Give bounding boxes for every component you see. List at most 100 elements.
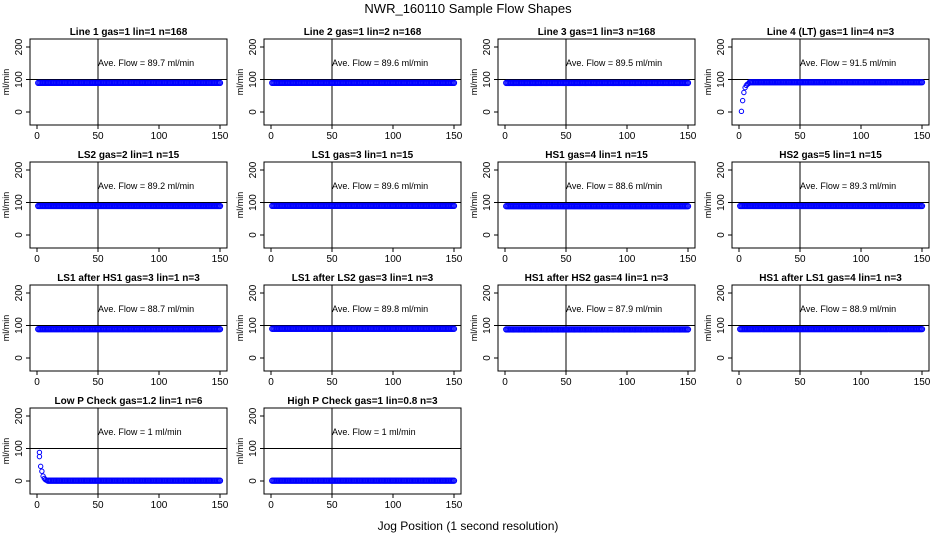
figure-title: NWR_160110 Sample Flow Shapes xyxy=(364,1,572,16)
y-axis-label: ml/min xyxy=(235,192,245,219)
y-tick-label: 200 xyxy=(482,284,493,301)
x-tick-label: 150 xyxy=(212,377,229,388)
data-point xyxy=(39,468,45,474)
panel-title: HS1 after LS1 gas=4 lin=1 n=3 xyxy=(759,273,902,284)
data-point xyxy=(918,202,926,210)
data-point xyxy=(918,325,926,333)
y-tick-label: 0 xyxy=(14,232,25,238)
panel-11: HS1 after HS2 gas=4 lin=1 n=3 0 50 100 150 0 1… xyxy=(469,273,697,388)
data-point xyxy=(216,202,224,210)
y-tick-label: 200 xyxy=(14,161,25,178)
panel-title: Line 1 gas=1 lin=1 n=168 xyxy=(70,27,188,38)
x-tick-label: 0 xyxy=(34,131,40,142)
x-tick-label: 0 xyxy=(736,254,742,265)
data-point xyxy=(739,97,746,104)
panel-title: HS1 after HS2 gas=4 lin=1 n=3 xyxy=(525,273,669,284)
y-tick-label: 200 xyxy=(248,161,259,178)
x-tick-label: 0 xyxy=(502,131,508,142)
panel-frame xyxy=(497,284,696,372)
average-flow-annotation: Ave. Flow = 1 ml/min xyxy=(98,427,182,437)
data-points xyxy=(269,202,458,210)
x-tick-label: 100 xyxy=(151,500,168,511)
y-axis-label: ml/min xyxy=(1,315,11,342)
panel-frame xyxy=(29,407,228,495)
x-tick-label: 150 xyxy=(914,131,931,142)
y-tick-label: 0 xyxy=(716,232,727,238)
y-axis-label: ml/min xyxy=(235,69,245,96)
panel-10: LS1 after LS2 gas=3 lin=1 n=3 0 50 100 150 0 1… xyxy=(235,273,463,388)
panel-title: Line 4 (LT) gas=1 lin=4 n=3 xyxy=(767,27,895,38)
panel-frame xyxy=(263,407,462,495)
panel-title: HS1 gas=4 lin=1 n=15 xyxy=(545,150,648,161)
data-points xyxy=(269,477,458,484)
y-tick-label: 100 xyxy=(716,194,727,211)
panel-frame xyxy=(263,38,462,126)
data-point xyxy=(216,477,224,484)
x-tick-label: 0 xyxy=(268,131,274,142)
y-tick-label: 0 xyxy=(716,355,727,361)
x-tick-label: 100 xyxy=(151,377,168,388)
y-axis-label: ml/min xyxy=(703,192,713,219)
y-tick-label: 100 xyxy=(14,440,25,457)
panel-13: Low P Check gas=1.2 lin=1 n=6 0 50 100 150 0 1… xyxy=(1,396,229,511)
panel-2: Line 2 gas=1 lin=2 n=168 0 50 100 150 0 100 200… xyxy=(235,27,463,142)
panel-8: HS2 gas=5 lin=1 n=15 0 50 100 150 0 100 200 ml/m… xyxy=(703,150,931,265)
data-point xyxy=(216,326,224,333)
panel-9: LS1 after HS1 gas=3 lin=1 n=3 0 50 100 150 0 1… xyxy=(1,273,229,388)
x-tick-label: 100 xyxy=(619,131,636,142)
panel-frame xyxy=(731,284,930,372)
average-flow-annotation: Ave. Flow = 88.6 ml/min xyxy=(566,181,662,191)
x-tick-label: 0 xyxy=(34,254,40,265)
y-tick-label: 100 xyxy=(482,71,493,88)
x-tick-label: 0 xyxy=(502,377,508,388)
y-tick-label: 0 xyxy=(248,232,259,238)
y-tick-label: 0 xyxy=(482,109,493,115)
x-tick-label: 150 xyxy=(914,254,931,265)
x-tick-label: 150 xyxy=(914,377,931,388)
average-flow-annotation: Ave. Flow = 89.5 ml/min xyxy=(566,58,662,68)
y-tick-label: 100 xyxy=(14,317,25,334)
x-tick-label: 100 xyxy=(385,254,402,265)
panel-frame xyxy=(731,38,930,126)
x-tick-label: 100 xyxy=(619,254,636,265)
average-flow-annotation: Ave. Flow = 1 ml/min xyxy=(332,427,416,437)
data-point xyxy=(738,108,745,115)
data-point xyxy=(741,89,747,96)
data-point xyxy=(450,79,458,87)
data-point xyxy=(918,79,926,86)
data-points xyxy=(503,203,692,210)
panel-frame xyxy=(263,284,462,372)
panel-4: Line 4 (LT) gas=1 lin=4 n=3 0 50 100 150 0 100… xyxy=(703,27,931,142)
x-tick-label: 0 xyxy=(736,131,742,142)
panel-frame xyxy=(263,161,462,249)
x-tick-label: 50 xyxy=(326,131,338,142)
y-tick-label: 200 xyxy=(716,161,727,178)
data-points xyxy=(36,449,224,484)
data-points xyxy=(269,325,458,332)
panel-frame xyxy=(497,161,696,249)
y-tick-label: 0 xyxy=(248,478,259,484)
panel-1: Line 1 gas=1 lin=1 n=168 0 50 100 150 0 100 200… xyxy=(1,27,229,142)
x-tick-label: 100 xyxy=(853,131,870,142)
panel-3: Line 3 gas=1 lin=3 n=168 0 50 100 150 0 100 200… xyxy=(469,27,697,142)
y-tick-label: 100 xyxy=(248,440,259,457)
panel-5: LS2 gas=2 lin=1 n=15 0 50 100 150 0 100 200 ml/m… xyxy=(1,150,229,265)
data-point xyxy=(684,203,692,210)
x-tick-label: 150 xyxy=(680,377,697,388)
y-tick-label: 200 xyxy=(14,284,25,301)
data-point xyxy=(684,79,692,87)
average-flow-annotation: Ave. Flow = 89.3 ml/min xyxy=(800,181,896,191)
y-tick-label: 0 xyxy=(14,355,25,361)
x-tick-label: 50 xyxy=(560,377,572,388)
data-point xyxy=(450,325,458,332)
x-tick-label: 0 xyxy=(268,500,274,511)
x-tick-label: 150 xyxy=(680,131,697,142)
x-tick-label: 50 xyxy=(794,254,806,265)
y-tick-label: 200 xyxy=(248,38,259,55)
data-point xyxy=(684,326,692,333)
y-tick-label: 200 xyxy=(482,38,493,55)
y-tick-label: 200 xyxy=(716,38,727,55)
y-tick-label: 100 xyxy=(716,317,727,334)
y-tick-label: 0 xyxy=(248,355,259,361)
